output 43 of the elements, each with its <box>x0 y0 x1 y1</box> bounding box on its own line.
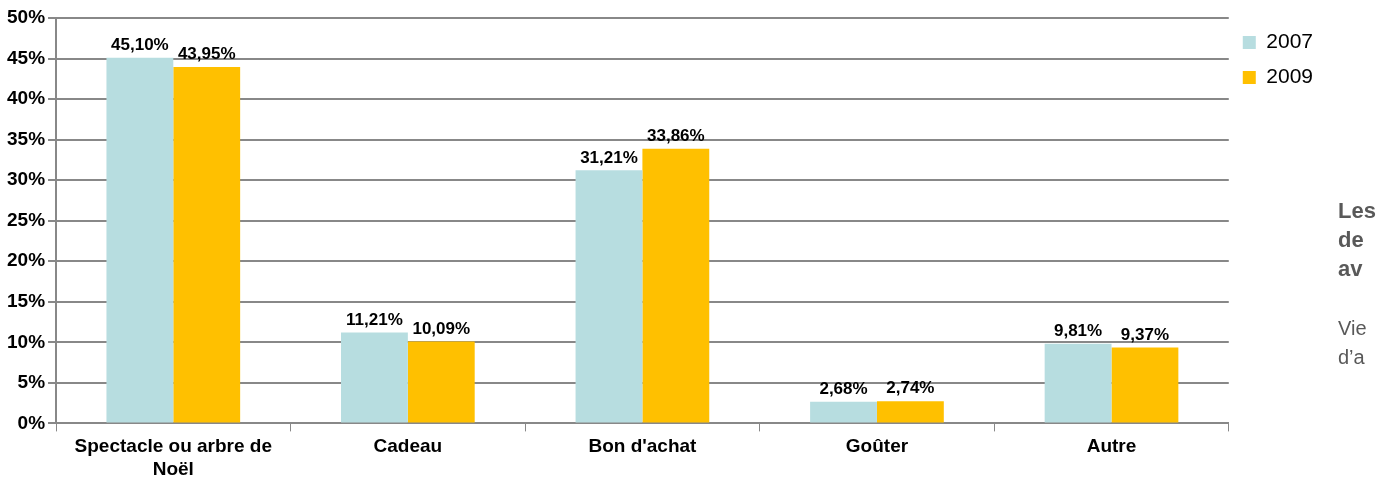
bar <box>407 341 475 423</box>
legend-label: 2009 <box>1266 64 1313 88</box>
x-tick-label: Goûter <box>845 435 909 457</box>
data-label: 43,95% <box>177 44 236 64</box>
bar <box>810 401 877 423</box>
data-label: 2,68% <box>819 378 868 398</box>
y-tick-label: 35% <box>7 127 46 149</box>
bar <box>642 148 710 423</box>
data-label: 9,37% <box>1120 324 1170 344</box>
bar <box>1044 343 1112 423</box>
text: Vie <box>1338 317 1367 339</box>
y-tick-label: 45% <box>7 46 46 68</box>
x-tick-label: Autre <box>1086 435 1137 457</box>
bar <box>173 67 241 423</box>
text: d’a <box>1338 346 1366 368</box>
text: Les <box>1338 198 1376 223</box>
y-tick-label: 25% <box>7 208 46 230</box>
y-tick-label: 30% <box>7 168 46 190</box>
x-tick-label: Bon d'achat <box>588 435 698 457</box>
data-label: 45,10% <box>111 34 169 54</box>
y-tick-label: 10% <box>7 330 46 352</box>
data-label: 33,86% <box>646 126 705 146</box>
data-label: 11,21% <box>346 309 403 329</box>
bar <box>1111 347 1179 423</box>
bar <box>341 332 408 423</box>
text: de <box>1338 227 1364 252</box>
data-label: 9,81% <box>1053 321 1103 341</box>
y-tick-label: 20% <box>7 249 46 271</box>
x-tick-label: Spectacle ou arbre de Noël <box>74 435 273 479</box>
y-tick-label: 40% <box>7 87 46 109</box>
text: av <box>1338 256 1364 281</box>
data-label: 31,21% <box>580 147 638 167</box>
y-tick-label: 50% <box>7 6 46 28</box>
x-tick-label: Cadeau <box>373 435 443 457</box>
bar <box>106 57 174 423</box>
legend-label: 2007 <box>1266 29 1313 53</box>
data-label: 10,09% <box>412 318 471 338</box>
y-tick-label: 0% <box>17 411 46 433</box>
data-label: 2,74% <box>886 378 935 398</box>
y-tick-label: 5% <box>17 371 46 393</box>
bar <box>575 170 643 423</box>
y-tick-label: 15% <box>7 290 46 312</box>
bar <box>876 401 944 423</box>
